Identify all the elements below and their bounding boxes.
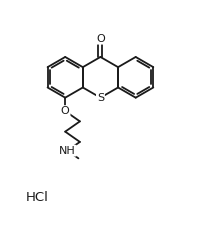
Text: S: S [96, 93, 103, 103]
Text: HCl: HCl [26, 191, 49, 204]
Text: O: O [96, 34, 104, 44]
Text: NH: NH [59, 146, 75, 156]
Text: O: O [61, 106, 69, 116]
